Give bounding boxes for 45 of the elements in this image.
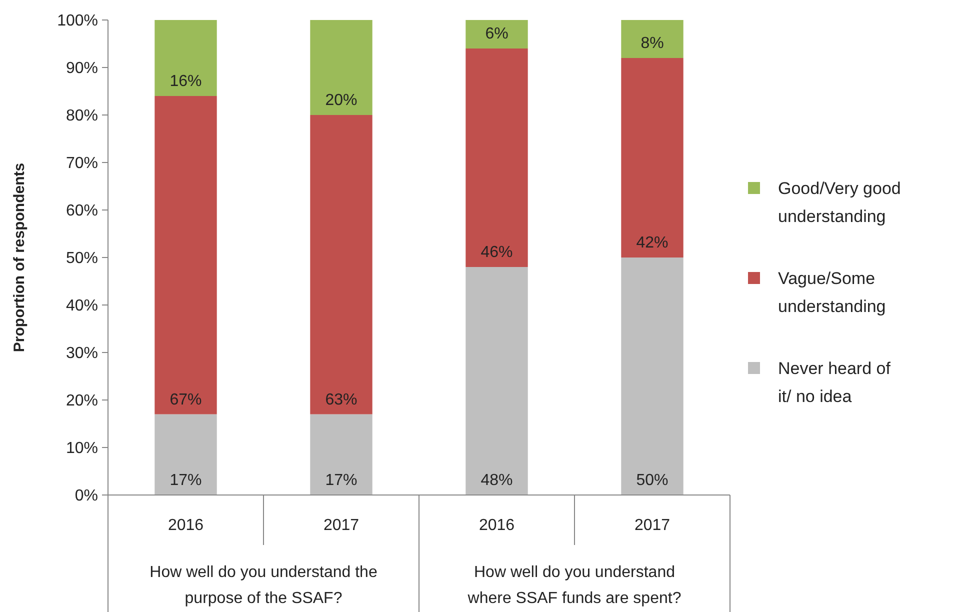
legend-label: Good/Very good understanding (778, 178, 901, 226)
bar (154, 96, 217, 414)
x-tick-label: 2017 (323, 517, 360, 534)
y-tick-label: 100% (57, 12, 98, 30)
data-label: 50% (636, 472, 668, 489)
y-tick-label: 90% (66, 60, 98, 78)
bar (466, 48, 528, 267)
bar (310, 115, 372, 414)
data-label: 8% (640, 35, 664, 52)
bar (154, 414, 217, 495)
y-tick-label: 60% (66, 202, 98, 220)
data-label: 67% (170, 391, 202, 408)
text: How well do you understand where SSAF funds are spent? (466, 564, 682, 607)
data-label: 17% (325, 472, 358, 489)
y-tick-label: 30% (66, 345, 98, 362)
y-tick-label: 50% (66, 250, 98, 268)
data-label: 48% (480, 472, 513, 489)
y-tick-label: 80% (66, 108, 98, 125)
bar (310, 20, 372, 115)
bar (154, 20, 217, 96)
y-axis-title: Proportion of respondents (11, 162, 28, 352)
data-label: 46% (480, 244, 513, 261)
bar (310, 414, 372, 495)
bar (621, 58, 684, 258)
data-label: 63% (325, 391, 358, 408)
data-label: 42% (636, 234, 668, 252)
y-tick-label: 0% (74, 488, 98, 505)
bar (621, 20, 684, 58)
y-tick-label: 10% (66, 440, 98, 458)
legend-label: Vague/Some understanding (778, 268, 886, 316)
y-tick-label: 70% (66, 155, 98, 172)
x-tick-label: 2017 (634, 517, 670, 534)
data-label: 6% (485, 26, 508, 42)
y-tick-label: 40% (66, 298, 98, 315)
data-label: 20% (325, 92, 358, 109)
bar (621, 258, 684, 495)
data-label: 16% (170, 73, 202, 90)
y-tick-label: 20% (66, 392, 98, 410)
x-tick-label: 2016 (168, 517, 204, 534)
x-tick-label: 2016 (478, 517, 515, 534)
data-label: 17% (170, 472, 202, 489)
bar (466, 267, 528, 495)
text: How well do you understand the purpose of the SSAF? (150, 564, 378, 607)
bar (466, 20, 528, 48)
legend-label: Never heard of it/ no idea (778, 358, 891, 406)
